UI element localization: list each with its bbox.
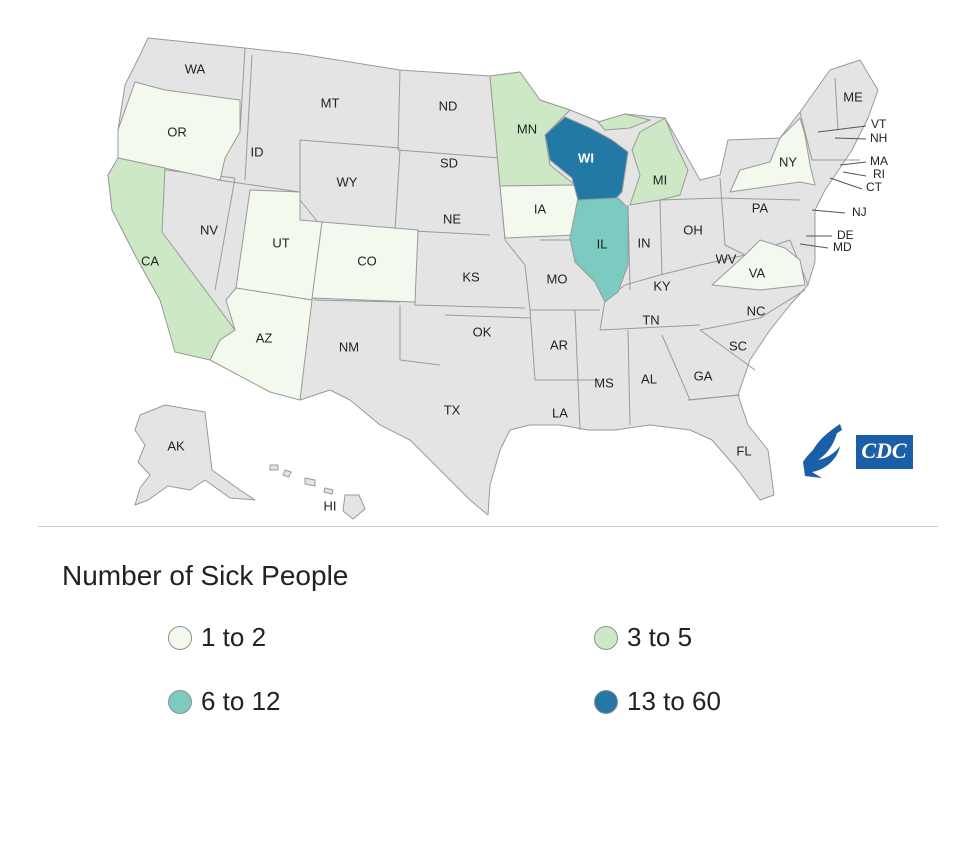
state-label-ne: NE [443,211,461,226]
state-label-tx: TX [444,402,461,417]
state-label-sc: SC [729,338,747,353]
state-label-mi: MI [653,172,667,187]
state-co [311,221,419,303]
state-label-ar: AR [550,337,568,352]
state-label-la: LA [552,405,568,420]
state-label-nj: NJ [852,205,867,219]
state-or [117,81,241,181]
state-label-ok: OK [473,324,492,339]
state-label-wi: WI [578,150,594,165]
state-label-ct: CT [866,180,883,194]
state-label-fl: FL [736,443,751,458]
state-wi [544,116,629,201]
state-label-or: OR [167,124,187,139]
state-label-il: IL [597,236,608,251]
legend-label: 1 to 2 [201,622,267,652]
state-label-nm: NM [339,339,359,354]
state-va [711,239,806,291]
cdc-logo-text: CDC [861,438,907,463]
state-label-nd: ND [439,98,458,113]
state-label-id: ID [251,144,264,159]
divider [38,526,938,527]
state-label-va: VA [749,265,766,280]
legend-swatch [168,689,192,714]
state-label-az: AZ [256,330,273,345]
state-label-tn: TN [642,312,659,327]
state-label-co: CO [357,253,377,268]
state-label-vt: VT [871,117,887,131]
legend-title: Number of Sick People [62,560,349,591]
state-label-ak: AK [167,438,185,453]
legend-swatch [594,689,618,714]
state-label-ny: NY [779,154,797,169]
state-label-ma: MA [870,154,888,168]
state-label-ca: CA [141,253,159,268]
state-label-wa: WA [185,61,206,76]
state-label-sd: SD [440,155,458,170]
state-label-nv: NV [200,222,218,237]
state-label-wv: WV [716,251,737,266]
state-label-md: MD [833,240,852,254]
state-label-hi: HI [324,498,337,513]
state-label-nh: NH [870,131,887,145]
legend-swatch [594,625,618,650]
case-states [107,71,816,401]
state-label-pa: PA [752,200,769,215]
legend-item-6-to-12: 6 to 12 [168,686,281,717]
legend-label: 3 to 5 [627,622,693,652]
leader-lines [799,125,867,249]
state-az [209,287,313,401]
legend-item-3-to-5: 3 to 5 [594,622,692,653]
state-label-al: AL [641,371,657,386]
state-label-me: ME [843,89,863,104]
state-label-mo: MO [547,271,568,286]
legend-item-1-to-2: 1 to 2 [168,622,266,653]
state-ca [107,157,236,361]
state-label-ia: IA [534,201,547,216]
state-label-ky: KY [653,278,671,293]
state-label-ks: KS [462,269,480,284]
state-label-de: DE [837,228,854,242]
legend-swatch [168,625,192,650]
state-il [569,195,629,303]
us-map: WA OR CA ID NV MT WY UT CO AZ NM ND SD NE KS OK TX MN IA MO… [107,37,913,520]
cdc-logo: CDC [803,424,913,478]
state-mi [597,113,689,206]
state-labels: WA OR CA ID NV MT WY UT CO AZ NM ND SD NE KS OK TX MN IA MO… [141,61,888,513]
hhs-eagle-icon [803,424,842,478]
legend-label: 13 to 60 [627,686,721,716]
state-label-mt: MT [321,95,340,110]
state-label-ga: GA [694,368,713,383]
legend-label: 6 to 12 [201,686,281,716]
state-label-oh: OH [683,222,703,237]
cdc-logo-box [856,435,913,469]
state-label-ri: RI [873,167,885,181]
state-label-mn: MN [517,121,537,136]
state-label-ut: UT [272,235,289,250]
state-label-ms: MS [594,375,614,390]
state-label-in: IN [638,235,651,250]
state-label-wy: WY [337,174,358,189]
legend-item-13-to-60: 13 to 60 [594,686,721,717]
state-label-nc: NC [747,303,766,318]
state-ny [729,117,816,193]
